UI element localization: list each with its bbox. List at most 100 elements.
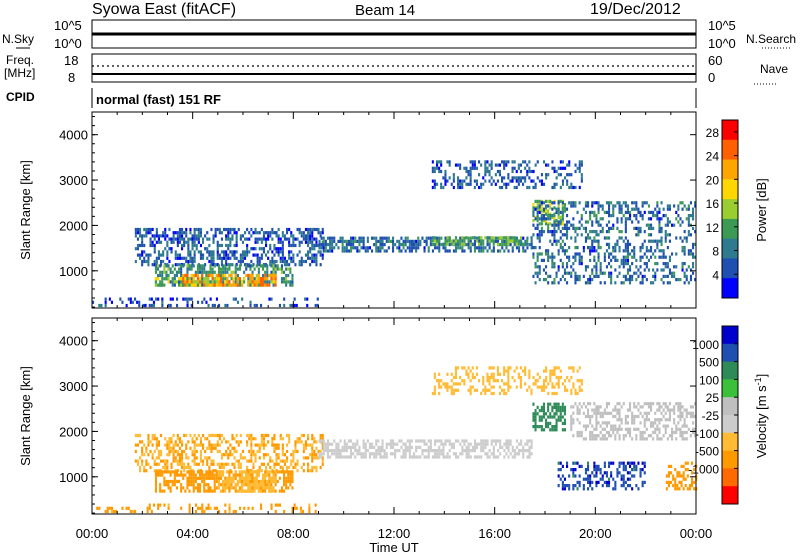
data-cell [167, 264, 170, 268]
data-cell [252, 462, 255, 466]
data-cell [561, 233, 564, 237]
data-cell [641, 278, 644, 282]
data-cell [540, 428, 543, 432]
data-cell [176, 303, 179, 308]
data-cell [576, 408, 579, 412]
data-cell [292, 259, 295, 264]
data-cell [538, 210, 541, 214]
data-cell [465, 445, 468, 449]
data-cell [356, 239, 359, 243]
data-cell [196, 264, 199, 268]
data-cell [364, 442, 367, 446]
data-cell [626, 210, 629, 214]
data-cell [288, 237, 291, 241]
data-cell [645, 411, 648, 415]
data-cell [153, 459, 156, 463]
data-cell [689, 201, 692, 205]
data-cell [538, 239, 541, 243]
data-cell [601, 474, 604, 478]
data-cell [616, 468, 619, 472]
data-cell [373, 452, 376, 456]
data-cell [549, 415, 552, 419]
data-cell [536, 233, 539, 237]
data-cell [438, 243, 441, 247]
x-tick-label: 04:00 [176, 526, 209, 541]
data-cell [557, 405, 560, 409]
data-cell [427, 236, 430, 240]
data-cell [264, 486, 267, 490]
data-cell [400, 236, 403, 240]
data-cell [278, 303, 281, 308]
data-cell [406, 439, 409, 443]
data-cell [647, 411, 650, 415]
data-cell [204, 456, 207, 460]
data-cell [685, 411, 688, 415]
data-cell [488, 388, 491, 392]
data-cell [566, 265, 569, 269]
data-cell [134, 259, 137, 264]
data-cell [599, 424, 602, 428]
data-cell [593, 468, 596, 472]
data-cell [518, 249, 521, 253]
data-cell [283, 473, 286, 477]
data-cell [228, 264, 231, 268]
data-cell [576, 369, 579, 373]
data-cell [371, 442, 374, 446]
data-cell [668, 411, 671, 415]
data-cell [538, 278, 541, 282]
data-cell [689, 274, 692, 278]
data-cell [217, 283, 220, 287]
data-cell [540, 252, 543, 256]
data-cell [610, 471, 613, 475]
data-cell [522, 182, 525, 186]
data-cell [153, 433, 156, 438]
data-cell [444, 385, 447, 389]
data-cell [170, 462, 173, 466]
data-cell [195, 462, 198, 466]
data-cell [136, 300, 139, 304]
data-cell [329, 442, 332, 446]
data-cell [631, 461, 634, 465]
data-cell [666, 217, 669, 221]
data-cell [635, 217, 638, 221]
data-cell [496, 379, 499, 383]
noise-right-tick-bottom: 10^0 [708, 36, 736, 51]
data-cell [593, 210, 596, 214]
data-cell [608, 484, 611, 488]
data-cell [452, 176, 455, 180]
data-cell [664, 265, 667, 269]
data-cell [595, 484, 598, 488]
data-cell [475, 366, 478, 370]
data-cell [241, 449, 244, 454]
data-cell [194, 273, 197, 278]
colorbar-segment [722, 179, 738, 200]
data-cell [578, 402, 581, 406]
data-cell [448, 163, 451, 167]
data-cell [170, 250, 173, 254]
data-cell [274, 509, 277, 514]
data-cell [227, 227, 230, 232]
data-cell [193, 237, 196, 241]
data-cell [540, 388, 543, 392]
data-cell [190, 483, 193, 487]
data-cell [225, 250, 228, 254]
data-cell [507, 236, 510, 240]
data-cell [283, 237, 286, 241]
data-cell [337, 239, 340, 243]
data-cell [228, 283, 231, 287]
data-cell [165, 483, 168, 487]
data-cell [463, 239, 466, 243]
data-cell [679, 408, 682, 412]
data-cell [267, 453, 270, 457]
data-cell [320, 246, 323, 250]
data-cell [522, 449, 525, 453]
data-cell [557, 203, 560, 207]
data-cell [684, 468, 687, 472]
data-cell [358, 239, 361, 243]
data-cell [555, 239, 558, 243]
data-cell [440, 439, 443, 443]
data-cell [629, 242, 632, 246]
data-cell [680, 480, 683, 484]
data-cell [214, 469, 217, 473]
data-cell [187, 240, 190, 244]
